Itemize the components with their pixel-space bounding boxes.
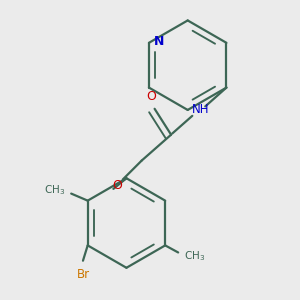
Text: O: O (146, 90, 156, 103)
Text: O: O (112, 179, 122, 192)
Text: N: N (154, 35, 164, 48)
Text: Br: Br (76, 268, 89, 281)
Text: CH$_3$: CH$_3$ (184, 249, 205, 263)
Text: NH: NH (192, 103, 209, 116)
Text: CH$_3$: CH$_3$ (44, 183, 65, 197)
